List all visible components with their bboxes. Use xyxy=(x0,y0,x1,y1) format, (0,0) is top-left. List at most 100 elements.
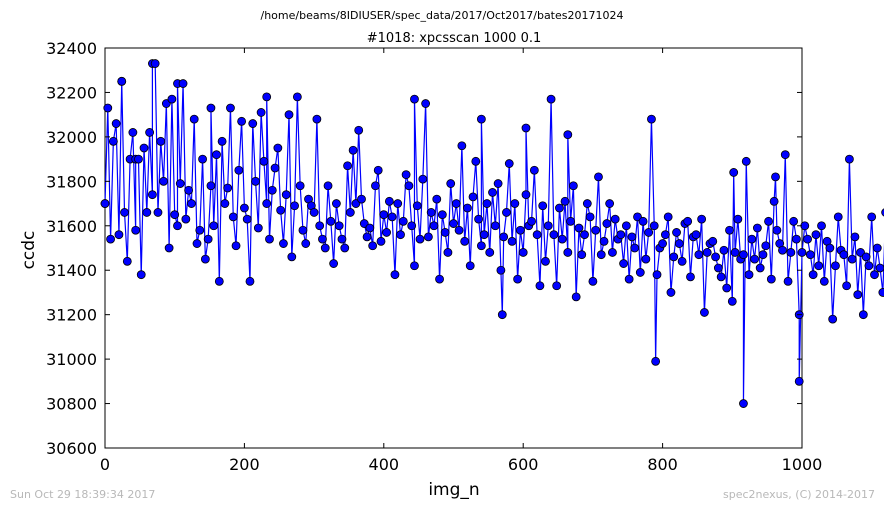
data-point xyxy=(482,199,492,208)
data-point xyxy=(825,243,835,253)
data-point xyxy=(189,114,199,124)
data-point xyxy=(412,201,422,211)
data-point xyxy=(647,114,656,124)
y-tick-label: 31600 xyxy=(46,217,97,236)
y-tick-label: 30800 xyxy=(46,395,97,414)
data-point xyxy=(437,210,447,220)
data-point xyxy=(771,172,780,182)
data-point xyxy=(128,128,138,137)
data-point xyxy=(521,123,531,133)
data-point xyxy=(164,243,174,253)
data-point xyxy=(368,241,378,251)
data-point xyxy=(173,221,182,231)
data-point xyxy=(259,156,269,166)
data-point xyxy=(674,239,684,248)
data-point xyxy=(638,216,648,226)
data-point xyxy=(516,225,525,235)
data-point xyxy=(730,248,740,257)
data-point xyxy=(651,356,661,366)
data-point xyxy=(415,234,425,244)
data-point xyxy=(610,214,620,224)
data-point xyxy=(203,234,213,244)
data-point xyxy=(783,276,793,286)
data-point xyxy=(739,250,748,260)
data-point xyxy=(577,250,587,260)
data-point xyxy=(239,203,249,213)
data-point xyxy=(435,274,444,284)
data-point xyxy=(209,221,219,231)
data-point xyxy=(178,79,188,88)
data-point xyxy=(683,216,693,226)
data-point xyxy=(284,110,294,120)
data-point xyxy=(549,230,559,240)
data-point xyxy=(267,185,277,195)
data-point xyxy=(627,232,637,242)
data-point xyxy=(270,163,280,173)
data-point xyxy=(630,243,640,253)
data-point xyxy=(555,203,564,213)
data-point xyxy=(212,150,221,160)
data-point xyxy=(778,245,787,255)
data-point xyxy=(875,263,884,273)
figure-suptitle: /home/beams/8IDIUSER/spec_data/2017/Oct2… xyxy=(261,9,624,22)
data-point xyxy=(184,185,194,195)
data-point xyxy=(624,274,634,284)
data-point xyxy=(312,114,322,124)
data-point xyxy=(471,156,481,166)
data-point xyxy=(566,216,575,226)
data-point xyxy=(811,230,821,240)
data-point xyxy=(206,103,216,113)
data-series xyxy=(100,59,884,408)
data-point xyxy=(563,248,573,257)
data-point xyxy=(660,230,670,240)
data-point xyxy=(449,219,458,228)
data-point xyxy=(803,234,812,244)
data-point xyxy=(234,165,244,175)
data-point xyxy=(365,223,375,233)
data-point xyxy=(772,225,782,235)
data-point xyxy=(580,230,589,240)
data-point xyxy=(248,119,258,128)
data-point xyxy=(752,223,762,233)
data-point xyxy=(418,174,428,184)
data-point xyxy=(156,136,166,146)
data-point xyxy=(563,130,573,140)
data-point xyxy=(513,274,523,284)
data-point xyxy=(337,234,347,244)
data-point xyxy=(147,190,157,200)
data-point xyxy=(318,234,327,244)
data-point xyxy=(789,216,799,226)
data-point xyxy=(340,243,350,253)
data-point xyxy=(276,205,286,215)
data-point xyxy=(750,254,759,264)
y-tick-label: 31000 xyxy=(46,350,97,369)
data-point xyxy=(421,99,431,108)
data-point xyxy=(114,230,124,240)
data-point xyxy=(619,259,628,268)
data-point xyxy=(451,199,461,208)
data-point xyxy=(122,256,132,266)
data-point xyxy=(195,225,205,235)
data-point xyxy=(309,208,319,217)
x-tick-label: 1000 xyxy=(782,455,823,474)
data-point xyxy=(343,161,352,171)
data-point xyxy=(574,223,584,233)
data-point xyxy=(510,199,520,208)
data-point xyxy=(686,272,695,282)
data-point xyxy=(287,252,297,262)
data-point xyxy=(616,230,626,240)
data-point xyxy=(108,136,118,146)
data-point xyxy=(468,192,478,202)
data-point xyxy=(273,143,283,153)
data-point xyxy=(192,239,202,248)
data-point xyxy=(262,92,272,102)
data-point xyxy=(398,216,408,226)
data-point xyxy=(200,254,210,264)
data-point xyxy=(538,201,548,211)
data-point xyxy=(571,292,581,302)
data-point xyxy=(326,216,336,226)
data-point xyxy=(432,194,442,204)
data-point xyxy=(150,59,160,68)
data-point xyxy=(541,256,550,266)
